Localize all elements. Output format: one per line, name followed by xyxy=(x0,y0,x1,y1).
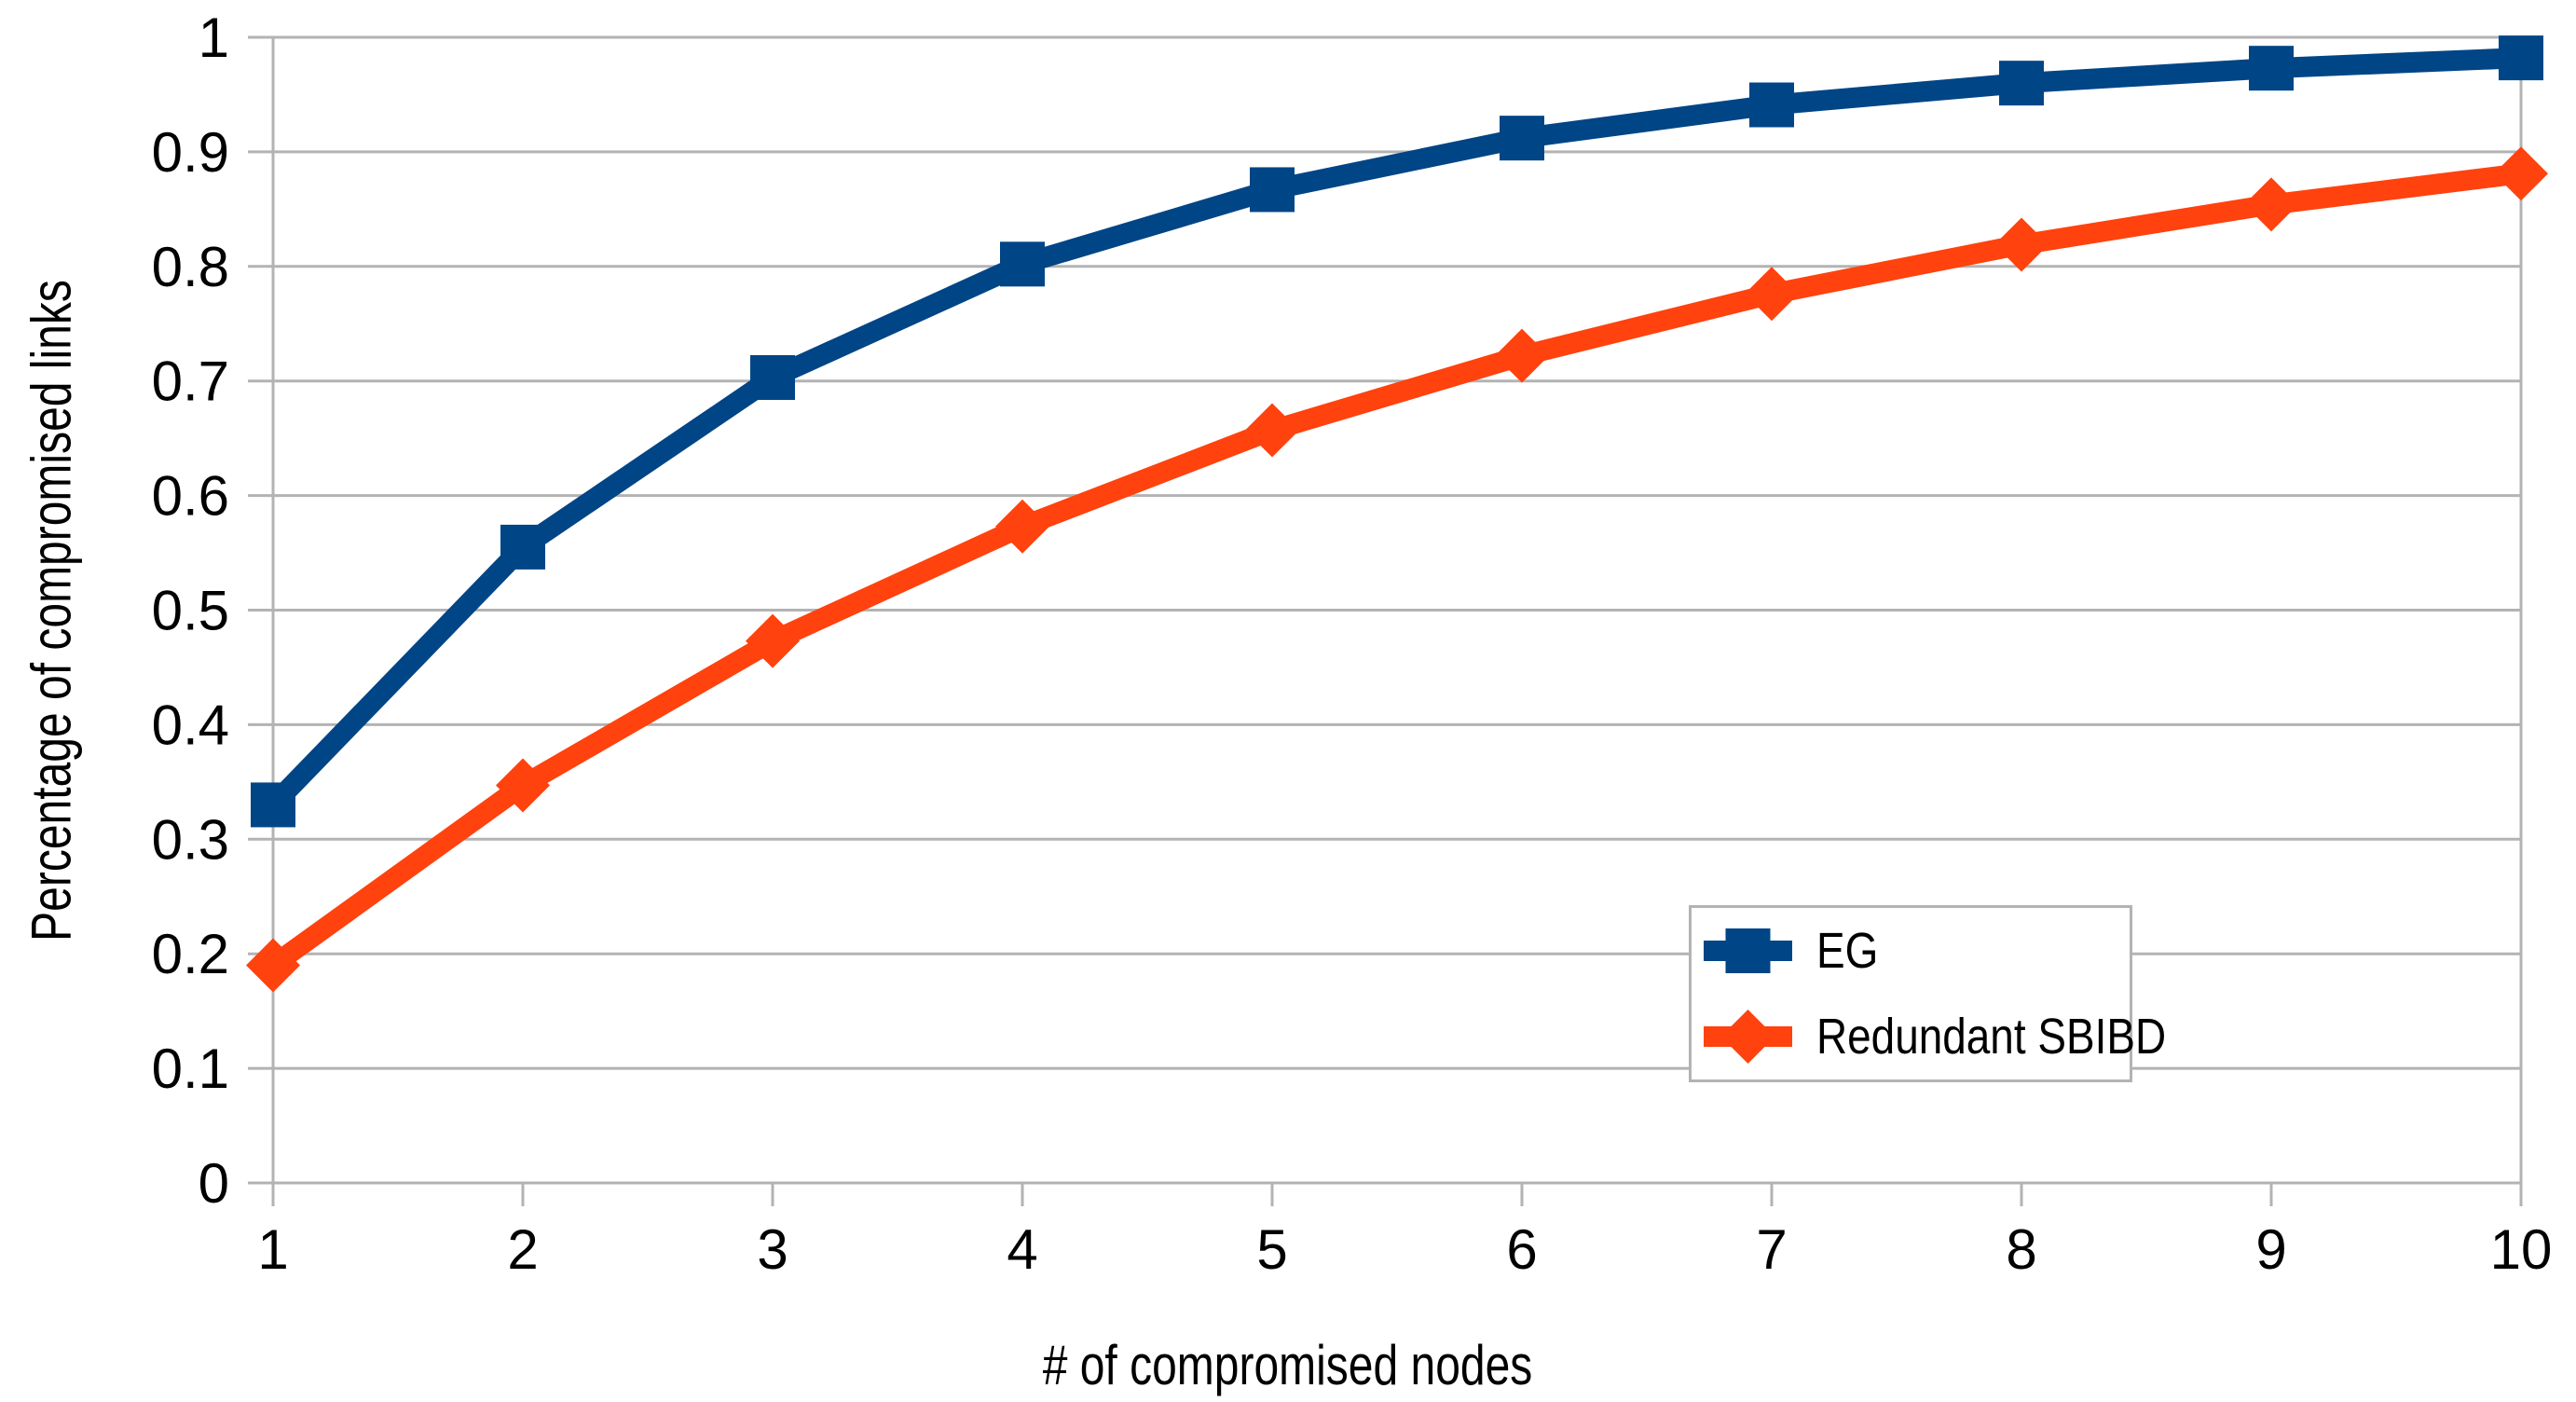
redundant-sbibd-diamond-marker xyxy=(2244,177,2298,232)
x-tick-label: 7 xyxy=(1756,1218,1787,1281)
y-tick-label: 0.7 xyxy=(152,350,229,413)
eg-square-marker xyxy=(251,782,295,828)
x-tick-label: 3 xyxy=(757,1218,788,1281)
eg-series-line xyxy=(266,48,2522,813)
y-tick-label: 0.6 xyxy=(152,465,229,528)
y-axis-title: Percentage of compromised links xyxy=(20,280,83,942)
eg-square-marker xyxy=(1000,241,1045,287)
y-tick-label: 1 xyxy=(199,7,229,69)
y-tick-label: 0.5 xyxy=(152,580,229,642)
eg-square-marker xyxy=(1749,82,1794,128)
y-tick-label: 0.1 xyxy=(152,1038,229,1100)
redundant-sbibd-diamond-marker xyxy=(496,758,550,813)
redundant-sbibd-diamond-marker xyxy=(2494,146,2548,201)
legend-item-redundant-sbibd: Redundant SBIBD xyxy=(1704,997,2166,1076)
redundant-sbibd-diamond-marker xyxy=(1994,217,2048,272)
legend: EG Redundant SBIBD xyxy=(1689,905,2166,1082)
x-axis-title: # of compromised nodes xyxy=(0,1333,2576,1397)
eg-square-marker xyxy=(1500,116,1544,161)
x-tick-label: 1 xyxy=(257,1218,288,1281)
redundant-sbibd-diamond-marker xyxy=(995,499,1049,554)
redundant-sbibd-diamond-marker xyxy=(1495,328,1549,383)
eg-square-marker xyxy=(2249,46,2294,91)
y-tick-label: 0.4 xyxy=(152,694,229,756)
y-tick-label: 0.3 xyxy=(152,808,229,871)
redundant-sbibd-diamond-marker xyxy=(1745,267,1799,322)
legend-item-eg: EG xyxy=(1704,912,2130,990)
x-tick-label: 2 xyxy=(507,1218,538,1281)
x-tick-label: 8 xyxy=(2006,1218,2036,1281)
y-tick-label: 0 xyxy=(199,1152,229,1215)
y-tick-label: 0.9 xyxy=(152,121,229,184)
eg-legend-square-marker-icon xyxy=(1725,928,1771,973)
x-axis-title-text: # of compromised nodes xyxy=(1043,1334,1533,1396)
y-tick-label: 0.8 xyxy=(152,236,229,298)
redundant-sbibd-diamond-marker xyxy=(246,938,300,993)
x-tick-label: 9 xyxy=(2255,1218,2286,1281)
legend-label-eg: EG xyxy=(1816,923,1879,979)
x-tick-label: 6 xyxy=(1506,1218,1537,1281)
x-tick-label: 5 xyxy=(1256,1218,1287,1281)
sbibd-legend-key xyxy=(1704,1010,1792,1064)
x-tick-label: 4 xyxy=(1007,1218,1037,1281)
eg-legend-key xyxy=(1704,928,1792,973)
redundant-sbibd-diamond-marker xyxy=(746,613,800,668)
redundant-sbibd-diamond-marker xyxy=(1245,403,1299,458)
eg-square-marker xyxy=(1999,61,2044,106)
x-tick-label: 10 xyxy=(2490,1218,2553,1281)
eg-square-marker xyxy=(2499,35,2543,81)
eg-square-marker xyxy=(750,355,795,401)
sbibd-legend-diamond-marker-icon xyxy=(1720,1010,1775,1064)
eg-square-marker xyxy=(1250,167,1295,213)
y-tick-label: 0.2 xyxy=(152,923,229,985)
eg-square-marker xyxy=(500,524,545,570)
legend-label-redundant-sbibd: Redundant SBIBD xyxy=(1816,1009,2167,1065)
redundant-sbibd-series-line xyxy=(267,163,2523,974)
